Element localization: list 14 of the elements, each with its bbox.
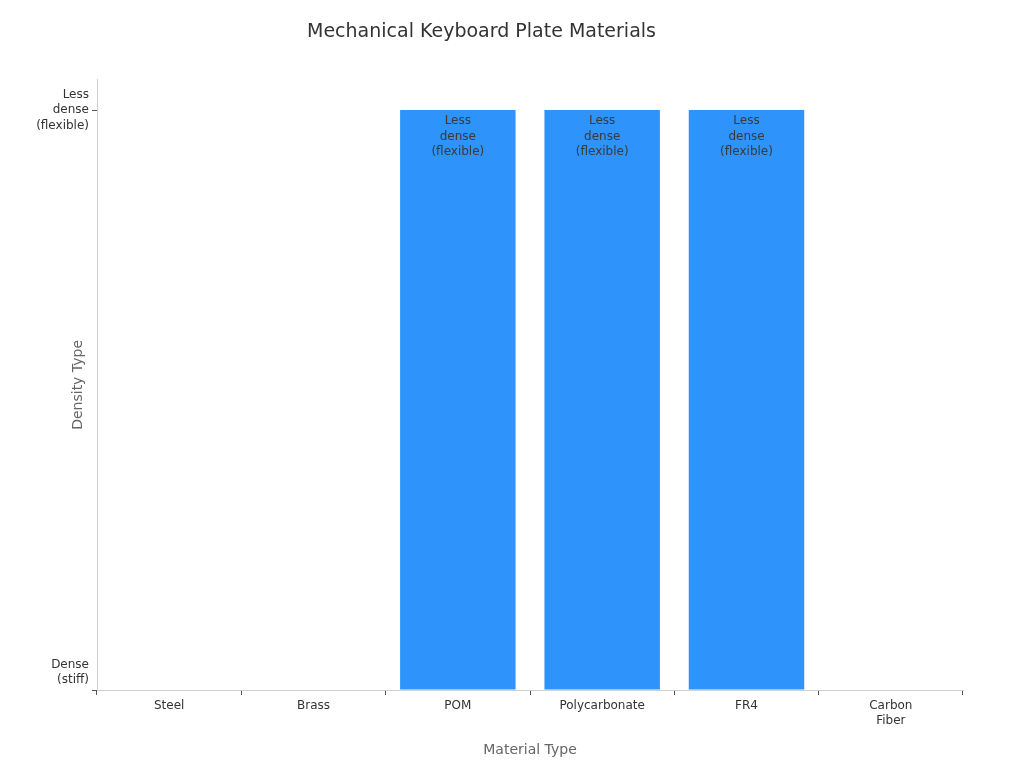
x-axis-title: Material Type xyxy=(483,741,577,758)
annotation: Less dense (flexible) xyxy=(575,113,629,159)
chart-title: Mechanical Keyboard Plate Materials xyxy=(307,19,656,42)
y-axis-title: Density Type xyxy=(69,339,86,430)
text: Less dense (flexible) xyxy=(36,86,89,132)
annotation: Less dense (flexible) xyxy=(720,113,773,159)
x-tick-label: FR4 xyxy=(735,698,758,713)
x-tick-label: Polycarbonate xyxy=(559,698,645,713)
x-tick-label: Steel xyxy=(153,698,185,713)
text: Dense (stiff) xyxy=(51,656,89,687)
x-tick-label: Brass xyxy=(296,698,331,713)
annotation: Less dense (flexible) xyxy=(431,113,485,159)
x-tick-label: Carbon Fiber xyxy=(869,698,913,727)
x-tick-label: POM xyxy=(444,698,472,713)
